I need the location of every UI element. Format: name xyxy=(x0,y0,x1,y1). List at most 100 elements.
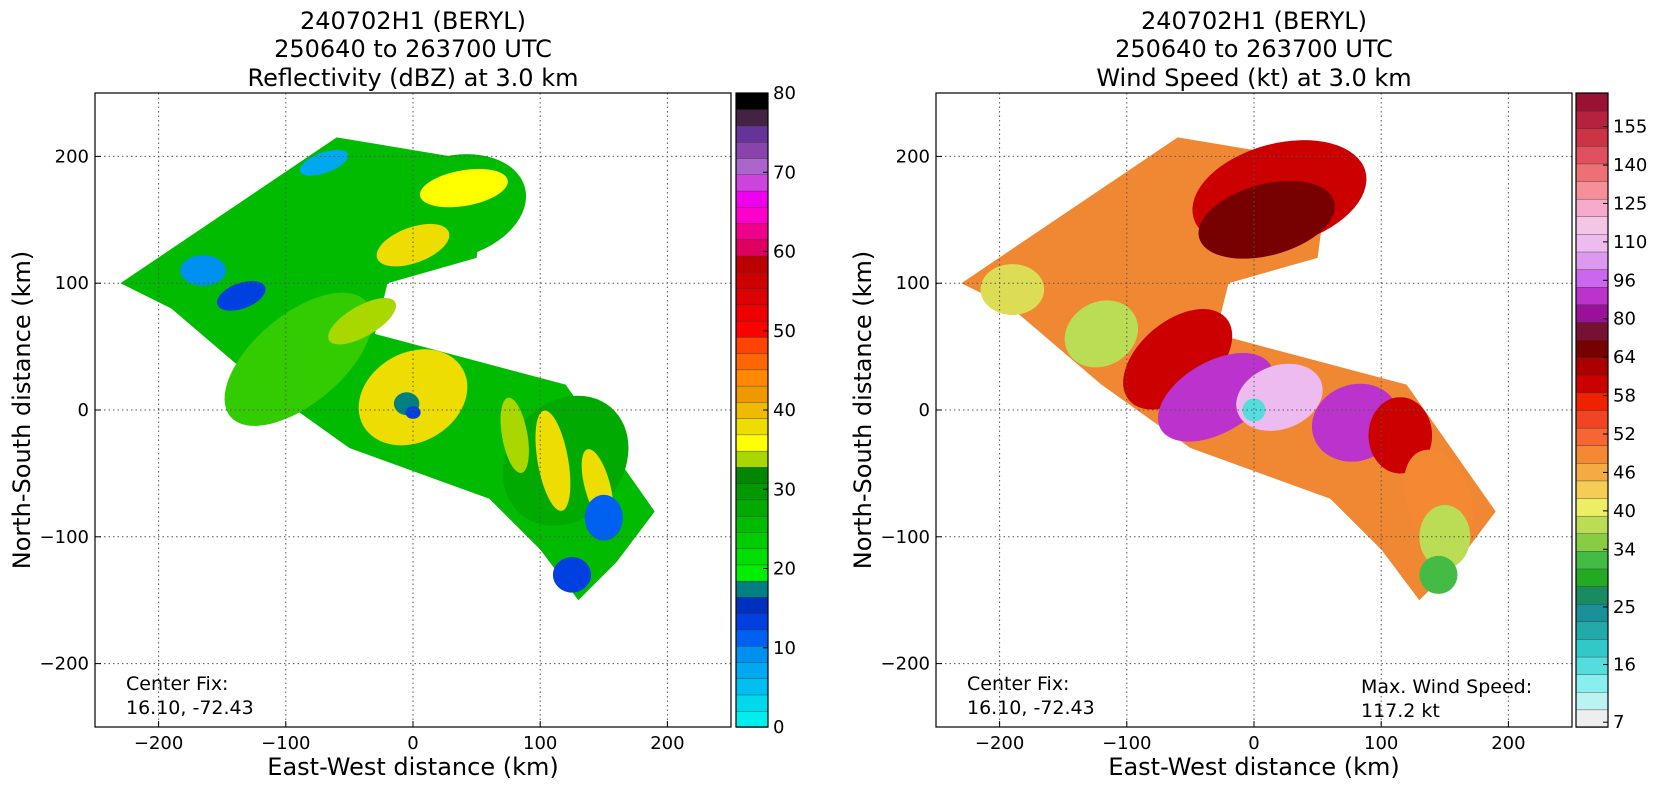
colorbar-swatch xyxy=(1575,585,1609,605)
colorbar-swatch xyxy=(1575,145,1609,165)
colorbar-swatch xyxy=(1575,550,1609,570)
max-wind-value: 117.2 kt xyxy=(1361,700,1440,722)
axis-ticks: −200 −100 0 100 200 −200 −100 0 100 200 xyxy=(881,146,1526,754)
field-feature-8 xyxy=(500,397,529,474)
colorbar-swatch xyxy=(735,613,769,631)
colorbar-frame xyxy=(1575,92,1609,728)
colorbar-tick-label: 80 xyxy=(773,83,796,104)
colorbar-tick-label: 70 xyxy=(773,162,796,183)
y-tick-label: 200 xyxy=(55,146,89,167)
colorbar-swatch xyxy=(1575,656,1609,675)
colorbar-tick-label: 125 xyxy=(1613,193,1647,214)
colorbar-swatch xyxy=(735,222,769,241)
colorbar-tick-label: 52 xyxy=(1613,424,1636,445)
field-feature-4 xyxy=(1198,180,1335,259)
colorbar-swatch xyxy=(735,336,769,354)
colorbar-swatch xyxy=(735,661,769,679)
colorbar-tick-label: 80 xyxy=(1613,309,1636,330)
center-fix-label: Center Fix: xyxy=(126,673,228,695)
colorbar-tick-label: 46 xyxy=(1613,462,1636,483)
reflectivity-panel: 240702H1 (BERYL) 250640 to 263700 UTC Re… xyxy=(8,7,796,781)
chart-title-line-2: 250640 to 263700 UTC xyxy=(1115,35,1393,63)
colorbar-swatch xyxy=(1575,321,1609,341)
chart-title-line-3: Wind Speed (kt) at 3.0 km xyxy=(1096,64,1411,92)
x-tick-label: 100 xyxy=(1364,733,1398,754)
colorbar-swatch xyxy=(735,239,769,257)
y-tick-label: 0 xyxy=(919,400,930,421)
colorbar-swatch xyxy=(735,190,769,208)
x-tick-label: 0 xyxy=(1248,733,1259,754)
colorbar-swatch xyxy=(735,515,769,533)
field-feature-4 xyxy=(419,168,508,208)
axis-ticks: −200 −100 0 100 200 −200 −100 0 100 200 xyxy=(40,146,685,754)
colorbar-tick-label: 40 xyxy=(773,400,796,421)
colorbar-swatch xyxy=(735,547,769,566)
colorbar-swatch xyxy=(1575,462,1609,482)
colorbar-swatch xyxy=(1575,515,1609,534)
x-tick-label: −100 xyxy=(261,733,310,754)
center-fix-value: 16.10, -72.43 xyxy=(967,697,1095,719)
colorbar-swatch xyxy=(735,694,769,712)
colorbar-tick-label: 50 xyxy=(773,321,796,342)
chart-title-line-1: 240702H1 (BERYL) xyxy=(1141,7,1367,35)
colorbar-tick-label: 58 xyxy=(1613,386,1636,407)
field-feature-11 xyxy=(1419,555,1458,594)
colorbar-swatch xyxy=(1575,427,1609,446)
y-tick-label: 100 xyxy=(55,273,89,294)
colorbar-swatch xyxy=(1575,286,1609,306)
colorbar-tick-label: 96 xyxy=(1613,270,1636,291)
colorbar-swatch xyxy=(1575,128,1609,147)
colorbar-swatch xyxy=(1575,268,1609,288)
colorbar-swatch xyxy=(735,287,769,306)
y-axis-label: North-South distance (km) xyxy=(849,251,877,570)
colorbar-swatch xyxy=(1575,356,1609,376)
colorbar-tick-label: 16 xyxy=(1613,655,1636,676)
colorbar-swatch xyxy=(1575,304,1609,323)
colorbar-swatch xyxy=(735,352,769,371)
x-tick-label: −200 xyxy=(975,733,1024,754)
field-feature-11 xyxy=(216,281,266,311)
colorbar: 0 10 20 30 40 50 60 70 80 xyxy=(735,83,796,738)
colorbar-tick-label: 34 xyxy=(1613,539,1636,560)
y-axis-label: North-South distance (km) xyxy=(8,251,36,570)
colorbar-swatch xyxy=(1575,480,1609,499)
colorbar-swatch xyxy=(1575,621,1609,640)
colorbar-swatch xyxy=(735,109,769,127)
colorbar-tick-label: 25 xyxy=(1613,597,1636,618)
colorbar-tick-label: 110 xyxy=(1613,232,1647,253)
colorbar-tick-label: 10 xyxy=(773,638,796,659)
field-feature-13 xyxy=(584,494,623,541)
colorbar-swatch xyxy=(1575,445,1609,464)
colorbar-swatch xyxy=(1575,497,1609,517)
colorbar-swatch xyxy=(1575,180,1609,200)
colorbar-swatch xyxy=(735,710,769,728)
x-tick-label: −200 xyxy=(134,733,183,754)
colorbar-swatch xyxy=(1575,233,1609,253)
field-feature-12 xyxy=(299,149,349,176)
wind-speed-panel: 240702H1 (BERYL) 250640 to 263700 UTC Wi… xyxy=(849,7,1647,781)
colorbar-swatch xyxy=(735,125,769,143)
colorbar-swatch xyxy=(735,92,769,110)
max-wind-label: Max. Wind Speed: xyxy=(1361,676,1532,698)
colorbar-swatch xyxy=(1575,409,1609,429)
field-feature-7 xyxy=(535,410,571,511)
colorbar-swatch xyxy=(735,678,769,696)
reflectivity-field xyxy=(120,137,655,601)
colorbar-swatch xyxy=(1575,638,1609,658)
x-tick-label: 0 xyxy=(407,733,418,754)
colorbar-swatch xyxy=(1575,251,1609,270)
colorbar-swatch xyxy=(735,206,769,224)
x-tick-label: 100 xyxy=(523,733,557,754)
colorbar-swatch xyxy=(1575,198,1609,217)
colorbar-swatch xyxy=(735,531,769,549)
colorbar-swatch xyxy=(1575,709,1609,728)
colorbar-swatch xyxy=(735,417,769,436)
colorbar-swatch xyxy=(735,255,769,273)
colorbar-swatch xyxy=(735,174,769,192)
colorbar-swatch xyxy=(735,369,769,387)
field-feature-12 xyxy=(1242,398,1266,422)
chart-title-line-1: 240702H1 (BERYL) xyxy=(300,7,526,35)
chart-title-line-2: 250640 to 263700 UTC xyxy=(274,35,552,63)
colorbar-swatch xyxy=(735,385,769,403)
